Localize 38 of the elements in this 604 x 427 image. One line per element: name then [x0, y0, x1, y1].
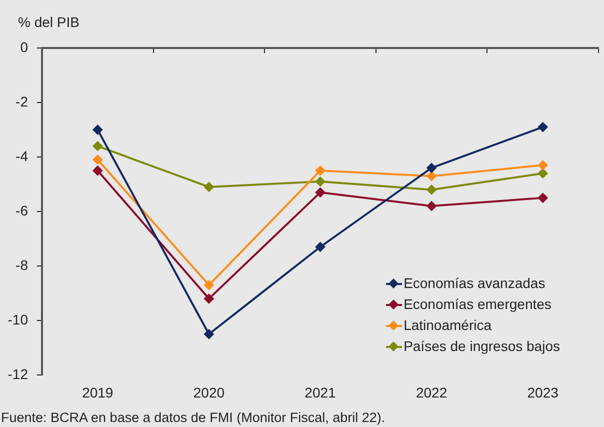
legend-label: Países de ingresos bajos	[404, 337, 560, 356]
point	[92, 141, 103, 152]
point	[92, 124, 103, 135]
y-tick-label: -10	[8, 311, 28, 328]
x-tick-label: 2020	[193, 384, 225, 400]
y-tick-label: -8	[16, 256, 28, 273]
point	[426, 162, 437, 173]
point	[92, 166, 103, 176]
point	[315, 242, 326, 252]
point	[92, 154, 103, 165]
y-tick-label: -4	[16, 148, 28, 164]
point	[204, 280, 214, 290]
source-note: Fuente: BCRA en base a datos de FMI (Monitor Fiscal, abril 22).	[1, 409, 386, 427]
point	[426, 201, 437, 212]
legend-label: Latinoamérica	[404, 316, 492, 335]
x-tick-label: 2023	[527, 384, 559, 400]
point	[204, 329, 214, 340]
point	[538, 192, 548, 203]
y-tick-label: -12	[8, 366, 28, 382]
y-tick-label: -2	[16, 93, 28, 110]
point	[426, 184, 437, 195]
point	[538, 168, 548, 178]
y-tick-label: -6	[16, 202, 28, 218]
point	[315, 187, 326, 198]
x-tick-label: 2022	[416, 384, 448, 400]
x-tick-label: 2021	[304, 384, 336, 400]
y-axis-title: % del PIB	[18, 13, 80, 31]
legend-label: Economías emergentes	[404, 295, 552, 314]
legend-label: Economías avanzadas	[404, 274, 546, 293]
point	[204, 294, 214, 304]
point	[538, 160, 548, 170]
point	[538, 122, 548, 132]
point	[315, 176, 326, 187]
y-tick-label: 0	[20, 38, 28, 55]
x-tick-label: 2019	[82, 384, 114, 400]
point	[204, 182, 214, 192]
point	[426, 171, 437, 182]
point	[315, 166, 326, 176]
